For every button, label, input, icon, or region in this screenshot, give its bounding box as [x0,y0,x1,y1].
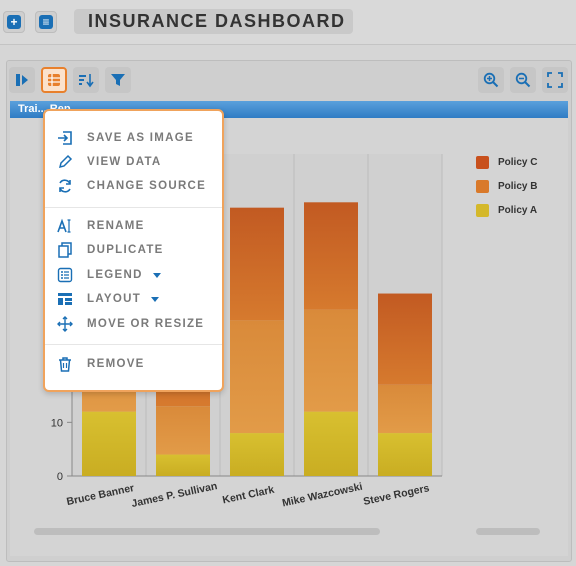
fullscreen-icon [547,72,563,88]
menu-item-layout[interactable]: LAYOUT [57,289,160,309]
refresh-icon [59,179,71,193]
chart-context-menu: SAVE AS IMAGE VIEW DATA CHANGE SOURCE RE… [43,109,224,392]
move-icon [57,316,73,332]
bar-segment [304,202,358,310]
plus-icon: + [7,15,21,29]
sort-button[interactable] [73,67,99,93]
zoom-in-button[interactable] [478,67,504,93]
menu-item-duplicate[interactable]: DUPLICATE [57,240,164,260]
horizontal-scrollbar[interactable] [34,528,380,535]
menu-item-label: SAVE AS IMAGE [87,132,194,144]
menu-divider [45,344,222,345]
x-tick-label: Bruce Banner [65,482,135,508]
trash-icon [59,357,71,372]
panel-toggle-icon [16,74,28,86]
menu-item-label: MOVE OR RESIZE [87,318,205,330]
save-as-image-icon [58,131,72,145]
zoom-in-icon [483,72,499,88]
legend-swatch [476,203,489,217]
page-title: INSURANCE DASHBOARD [74,9,353,34]
menu-divider [45,207,222,208]
list-button[interactable]: ≡ [35,11,57,33]
menu-item-label: DUPLICATE [87,244,164,256]
legend-scrollbar[interactable] [476,528,540,535]
menu-item-remove[interactable]: REMOVE [57,354,145,374]
bar-segment [304,411,358,476]
rename-icon [57,218,71,233]
bar-segment [230,320,284,434]
y-tick-label: 10 [51,417,63,429]
x-tick-label: Steve Rogers [362,482,430,508]
legend-swatch [476,179,489,193]
filter-icon [111,74,125,86]
legend-label: Policy A [498,204,538,216]
filter-button[interactable] [105,67,131,93]
legend-item-policy-c[interactable]: Policy C [476,150,537,174]
zoom-out-button[interactable] [510,67,536,93]
y-tick-label: 0 [57,471,63,483]
pencil-icon [58,154,73,169]
sort-icon [79,74,94,88]
menu-item-save-as-image[interactable]: SAVE AS IMAGE [57,128,194,148]
table-icon [48,74,60,86]
menu-item-move-or-resize[interactable]: MOVE OR RESIZE [57,314,204,334]
bar-segment [378,433,432,476]
bar-segment [230,207,284,321]
legend-item-policy-a[interactable]: Policy A [476,198,537,222]
chart-menu-button[interactable] [41,67,67,93]
bar-segment [378,384,432,434]
bar-segment [82,411,136,476]
x-tick-label: Kent Clark [221,484,275,507]
layout-icon [58,293,72,305]
menu-item-label: RENAME [87,220,145,232]
legend-swatch [476,155,489,169]
legend-icon [57,267,73,283]
legend-label: Policy B [498,180,538,192]
menu-item-legend[interactable]: LEGEND [57,265,161,285]
menu-item-change-source[interactable]: CHANGE SOURCE [57,176,206,196]
toggle-panel-button[interactable] [9,67,35,93]
menu-item-label: LAYOUT [87,293,142,305]
menu-item-rename[interactable]: RENAME [57,216,145,236]
list-icon: ≡ [39,15,53,29]
x-tick-label: Mike Wazcowski [281,481,364,510]
duplicate-icon [58,242,72,258]
menu-item-view-data[interactable]: VIEW DATA [57,152,162,172]
chart-legend: Policy C Policy B Policy A [476,150,537,222]
bar-segment [156,406,210,455]
menu-item-label: CHANGE SOURCE [87,180,207,192]
legend-item-policy-b[interactable]: Policy B [476,174,537,198]
add-button[interactable]: + [3,11,25,33]
top-bar: + ≡ INSURANCE DASHBOARD [0,0,576,45]
bar-segment [230,433,284,476]
bar-segment [378,293,432,385]
fullscreen-button[interactable] [542,67,568,93]
menu-item-label: VIEW DATA [87,156,162,168]
bar-segment [156,454,210,476]
chevron-down-icon [152,272,161,278]
chevron-down-icon [151,296,160,302]
zoom-out-icon [515,72,531,88]
menu-item-label: LEGEND [87,269,143,281]
menu-item-label: REMOVE [87,358,145,370]
bar-segment [304,309,358,412]
legend-label: Policy C [498,156,538,168]
x-tick-label: James P. Sullivan [130,480,218,510]
